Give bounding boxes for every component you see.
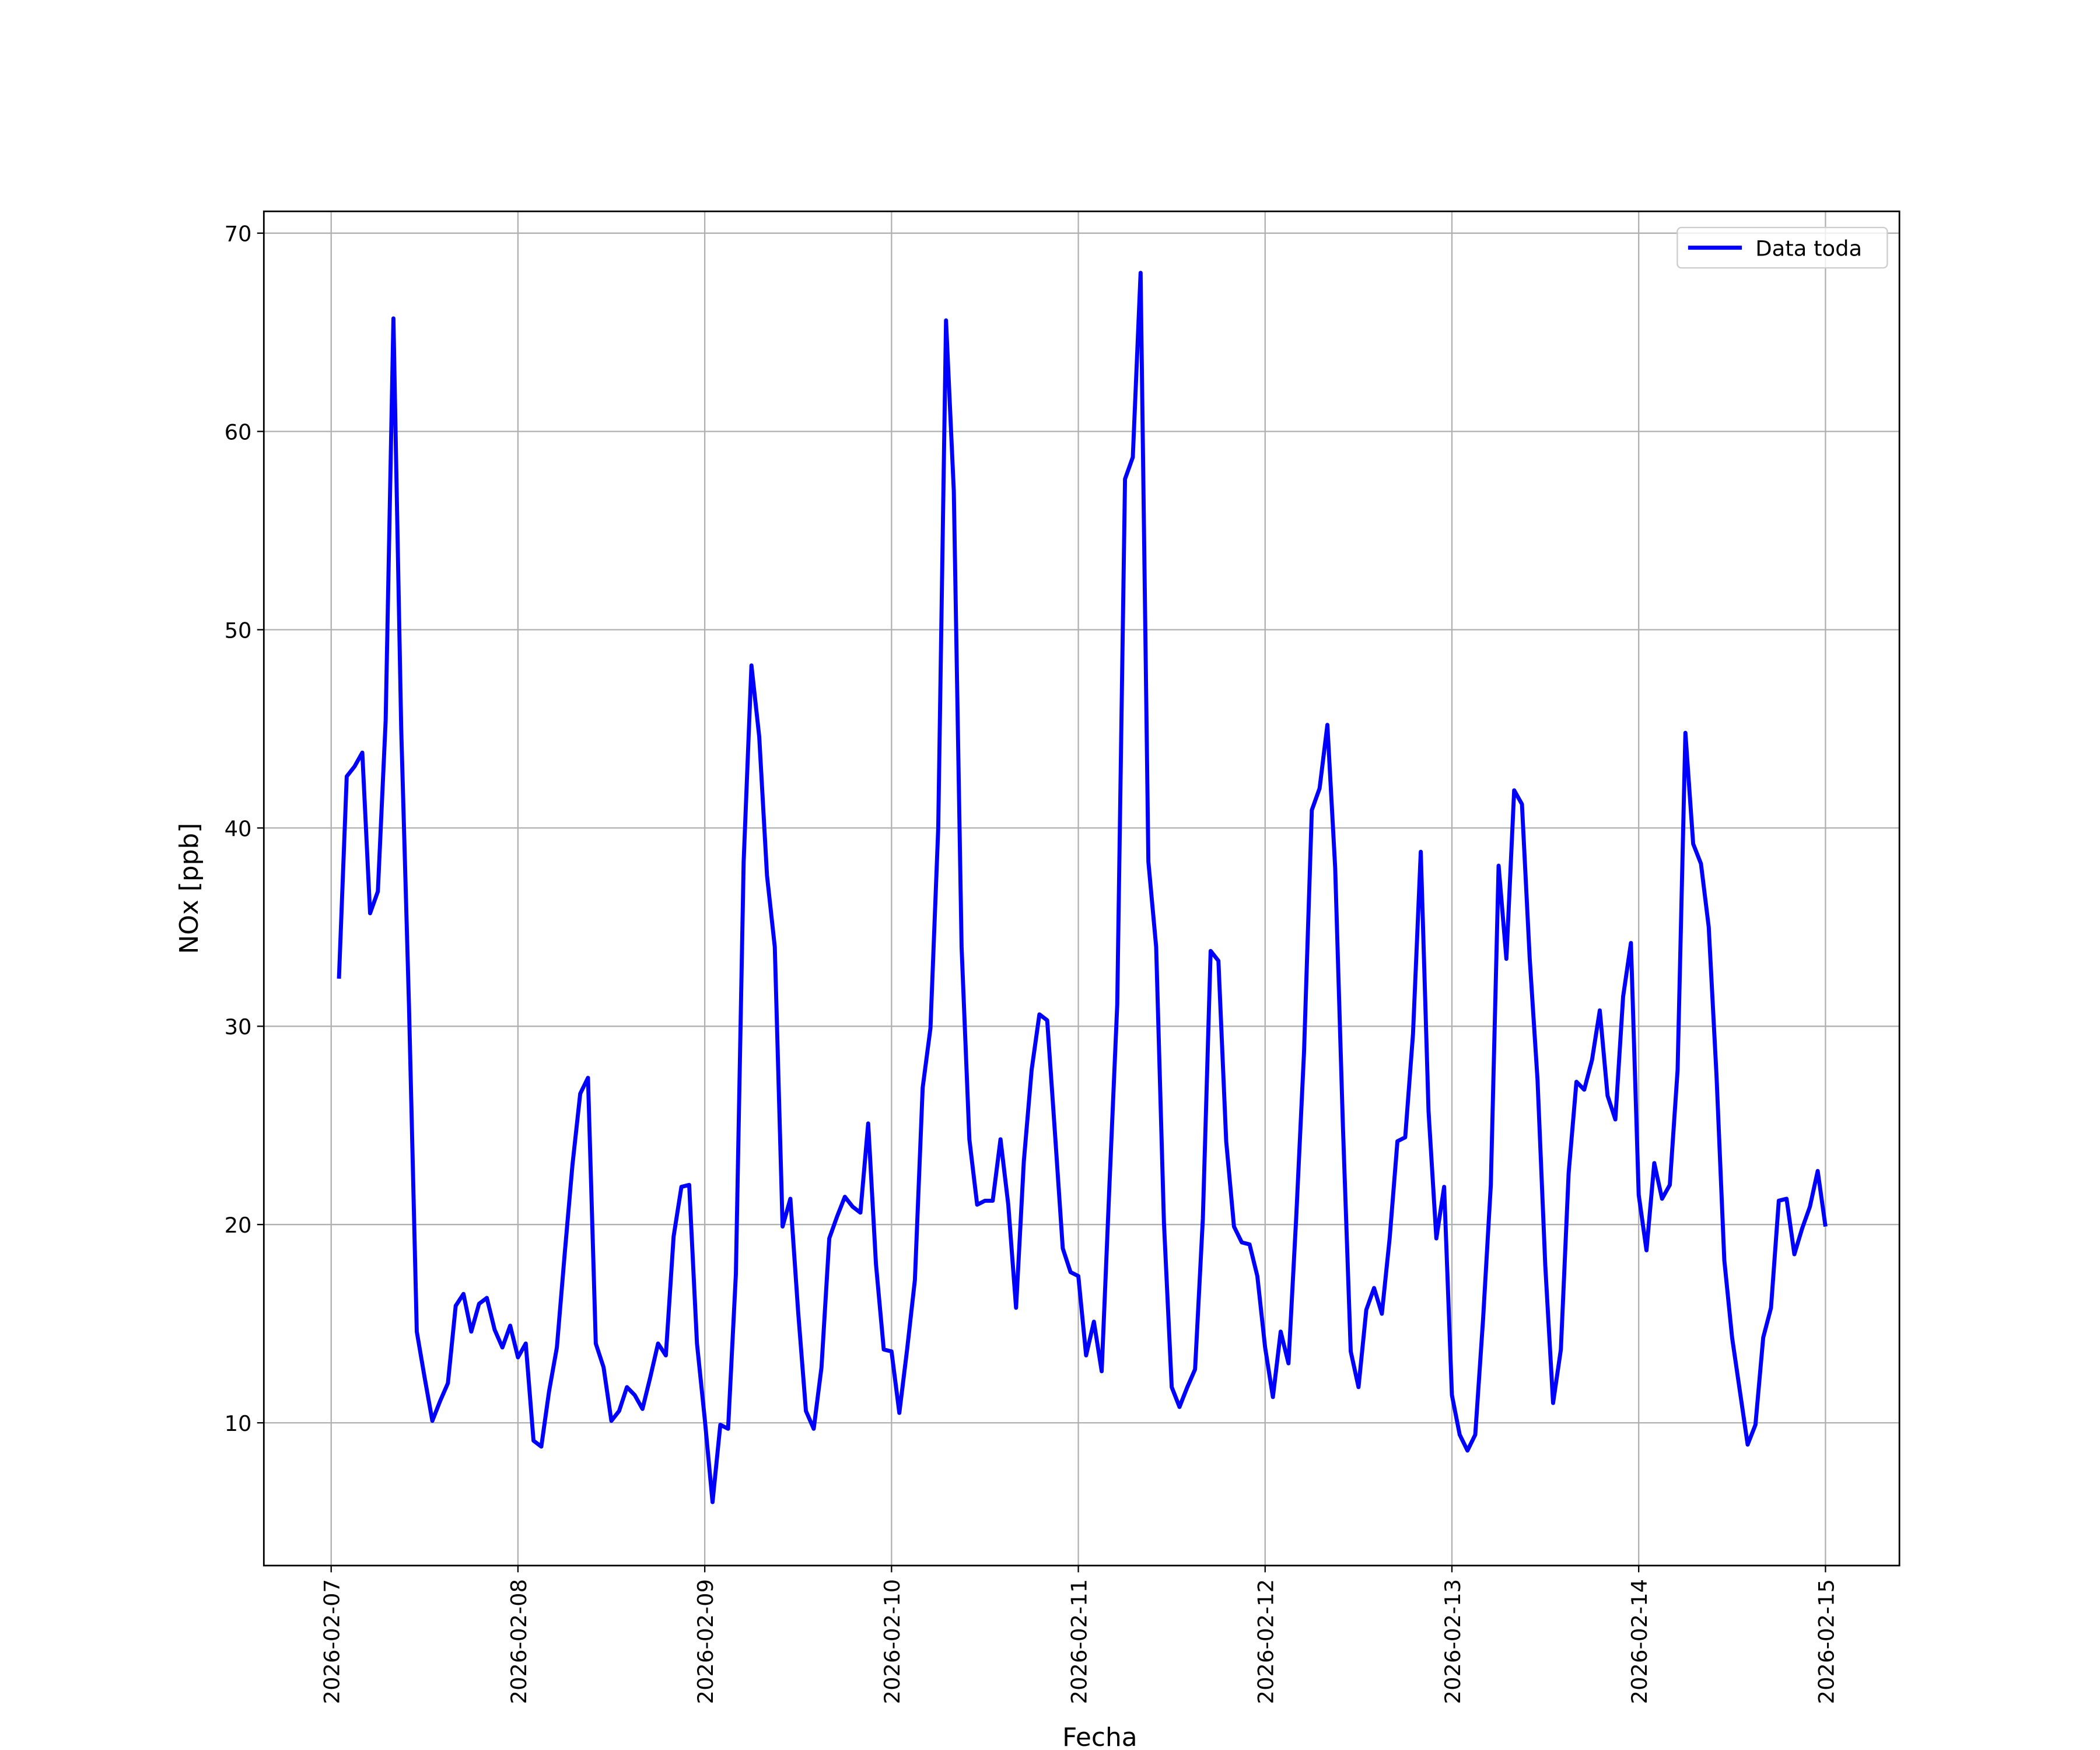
data-line [337, 271, 1828, 1504]
x-tick-label: 2026-02-10 [880, 1579, 905, 1704]
x-tick-label: 2026-02-13 [1440, 1579, 1465, 1704]
y-tick-label: 70 [225, 222, 252, 247]
legend-box [1676, 226, 1888, 269]
x-tick-label: 2026-02-09 [693, 1579, 718, 1704]
y-tick-label: 40 [225, 816, 252, 841]
y-tick-label: 10 [225, 1411, 252, 1436]
legend-label: Data toda [1755, 236, 1862, 261]
x-tick-label: 2026-02-14 [1627, 1579, 1652, 1704]
y-tick-label: 60 [225, 419, 252, 444]
x-tick-label: 2026-02-15 [1814, 1579, 1839, 1704]
y-tick-label: 20 [225, 1213, 252, 1238]
y-tick-label: 30 [225, 1014, 252, 1040]
x-axis-label: Fecha [1062, 1723, 1138, 1750]
plot-frame [262, 210, 1901, 1567]
x-tick-label: 2026-02-07 [320, 1579, 345, 1704]
y-axis-label: NOx [ppb] [174, 823, 204, 954]
y-tick-label: 50 [225, 618, 252, 643]
x-tick-label: 2026-02-12 [1254, 1579, 1279, 1704]
x-tick-label: 2026-02-11 [1066, 1579, 1091, 1704]
x-tick-label: 2026-02-08 [506, 1579, 531, 1704]
